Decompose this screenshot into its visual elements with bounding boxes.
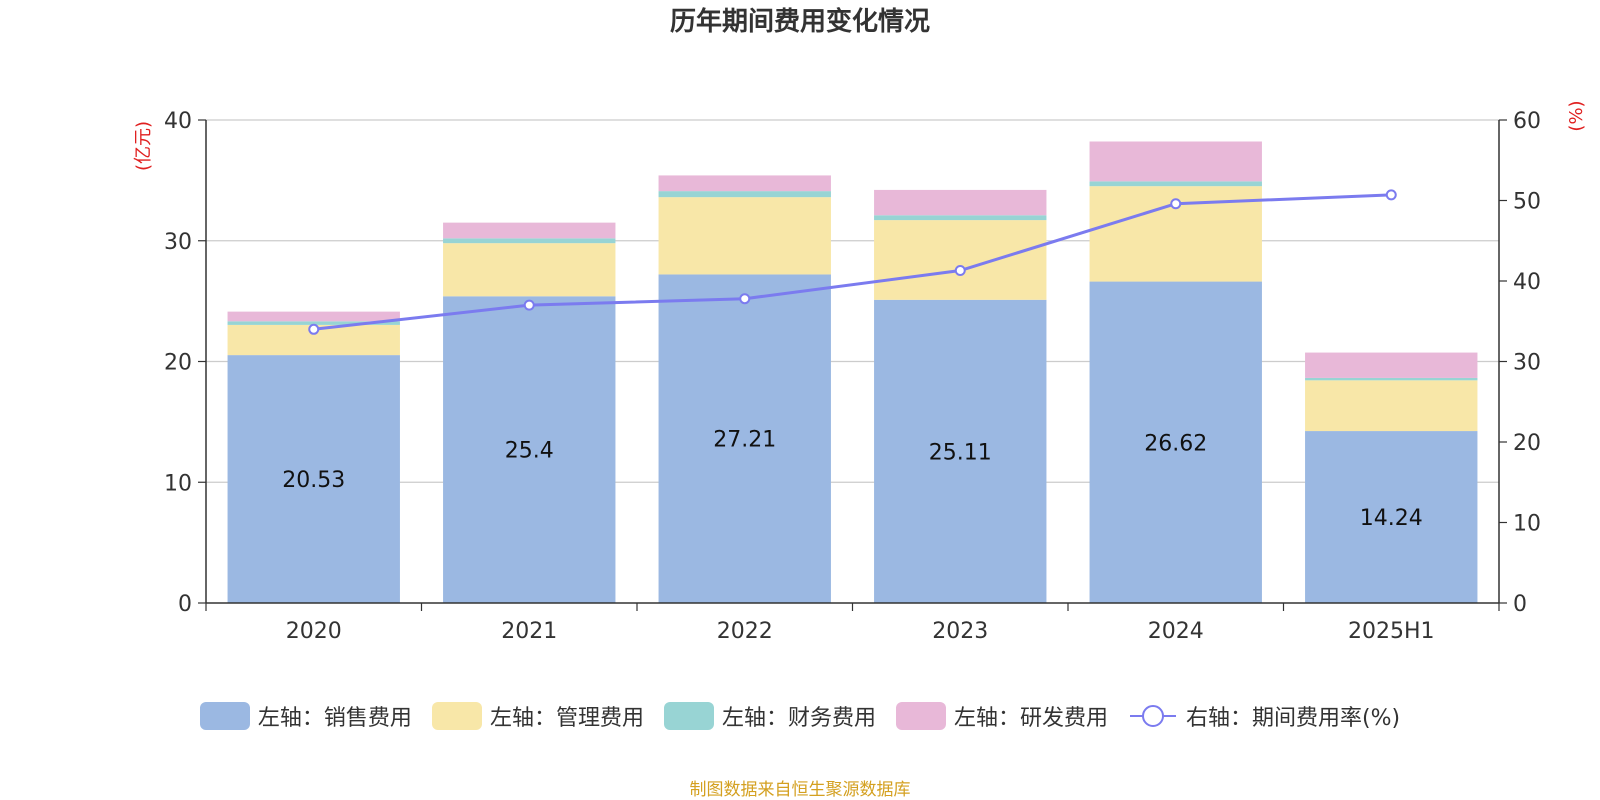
legend-item[interactable]: 左轴：管理费用 <box>431 700 644 732</box>
left-tick-label: 10 <box>164 471 192 496</box>
legend-label: 左轴：财务费用 <box>721 706 876 731</box>
data-label: 26.62 <box>1144 431 1207 456</box>
legend-swatch <box>199 702 250 730</box>
data-label: 25.4 <box>505 439 554 464</box>
bar-segment-3 <box>227 311 400 322</box>
legend-item[interactable]: 左轴：销售费用 <box>199 700 412 732</box>
right-axis-unit: (%) <box>1566 100 1587 131</box>
legend-label: 右轴：期间费用率(%) <box>1185 706 1401 731</box>
legend-item[interactable]: 左轴：财务费用 <box>663 700 876 732</box>
bar-segment-3 <box>1305 352 1478 378</box>
bar-segment-0 <box>1305 431 1478 603</box>
x-tick-label: 2022 <box>717 619 773 644</box>
rate-point <box>523 299 535 311</box>
rate-point <box>308 323 320 335</box>
bar-segment-0 <box>1089 281 1262 603</box>
data-label: 27.21 <box>713 428 776 453</box>
bar-segment-2 <box>1089 181 1262 187</box>
right-tick-label: 20 <box>1513 431 1541 456</box>
bar-segment-3 <box>443 222 616 239</box>
x-tick-label: 2023 <box>932 619 988 644</box>
left-tick-label: 40 <box>164 109 192 134</box>
legend-label: 左轴：销售费用 <box>257 706 412 731</box>
bar-segment-2 <box>1305 377 1478 381</box>
right-tick-label: 40 <box>1513 270 1541 295</box>
legend-swatch <box>431 702 482 730</box>
bar-segment-0 <box>874 299 1047 603</box>
legend-swatch <box>663 702 714 730</box>
x-tick-label: 2021 <box>501 619 557 644</box>
data-label: 14.24 <box>1360 506 1423 531</box>
bar-segment-3 <box>658 175 831 192</box>
x-tick-label: 2025H1 <box>1348 619 1435 644</box>
bar-segment-1 <box>874 220 1047 300</box>
legend: 左轴：销售费用 左轴：管理费用 左轴：财务费用 左轴：研发费用 右轴：期间费用率(%) <box>0 700 1600 732</box>
bar-segment-2 <box>658 191 831 198</box>
left-tick-label: 20 <box>164 351 192 376</box>
bar-segment-1 <box>658 197 831 275</box>
rate-line <box>308 189 1397 335</box>
legend-label: 左轴：研发费用 <box>953 706 1108 731</box>
right-tick-label: 30 <box>1513 351 1541 376</box>
left-axis-unit: (亿元) <box>133 121 154 171</box>
bar-segment-2 <box>874 215 1047 221</box>
left-tick-label: 0 <box>178 592 192 617</box>
right-tick-label: 50 <box>1513 190 1541 215</box>
chart-title: 历年期间费用变化情况 <box>669 7 930 37</box>
rate-point <box>739 293 751 305</box>
legend-line-marker-icon <box>1129 705 1176 727</box>
legend-item[interactable]: 右轴：期间费用率(%) <box>1128 700 1400 732</box>
bar-segment-0 <box>443 296 616 603</box>
bar-segment-1 <box>443 243 616 297</box>
rate-point <box>1385 189 1397 201</box>
source-note: 制图数据来自恒生聚源数据库 <box>689 780 911 800</box>
data-labels: 20.53 25.4 27.21 25.11 26.62 14.24 <box>282 428 1422 531</box>
right-tick-label: 60 <box>1513 109 1541 134</box>
bar-segment-1 <box>1305 380 1478 432</box>
legend-item[interactable]: 左轴：研发费用 <box>895 700 1108 732</box>
axes: 0 10 20 30 40 0 10 20 30 40 50 60 (亿元) (%) 2020 2021 202… <box>133 100 1587 644</box>
bar-segment-3 <box>1089 141 1262 182</box>
rate-point <box>1170 198 1182 210</box>
x-tick-label: 2020 <box>286 619 342 644</box>
bars <box>227 141 1478 603</box>
right-tick-label: 0 <box>1513 592 1527 617</box>
bar-segment-0 <box>227 355 400 603</box>
data-label: 20.53 <box>282 468 345 493</box>
bar-segment-3 <box>874 189 1047 216</box>
bar-segment-2 <box>443 238 616 244</box>
rate-point <box>954 265 966 277</box>
bar-segment-0 <box>658 274 831 603</box>
right-tick-label: 10 <box>1513 512 1541 537</box>
data-label: 25.11 <box>929 440 992 465</box>
x-tick-label: 2024 <box>1148 619 1204 644</box>
left-tick-label: 30 <box>164 230 192 255</box>
rate-line-path <box>313 193 1392 331</box>
bar-segment-2 <box>227 321 400 325</box>
grid-lines <box>206 119 1499 483</box>
legend-swatch <box>895 702 946 730</box>
legend-label: 左轴：管理费用 <box>489 706 644 731</box>
